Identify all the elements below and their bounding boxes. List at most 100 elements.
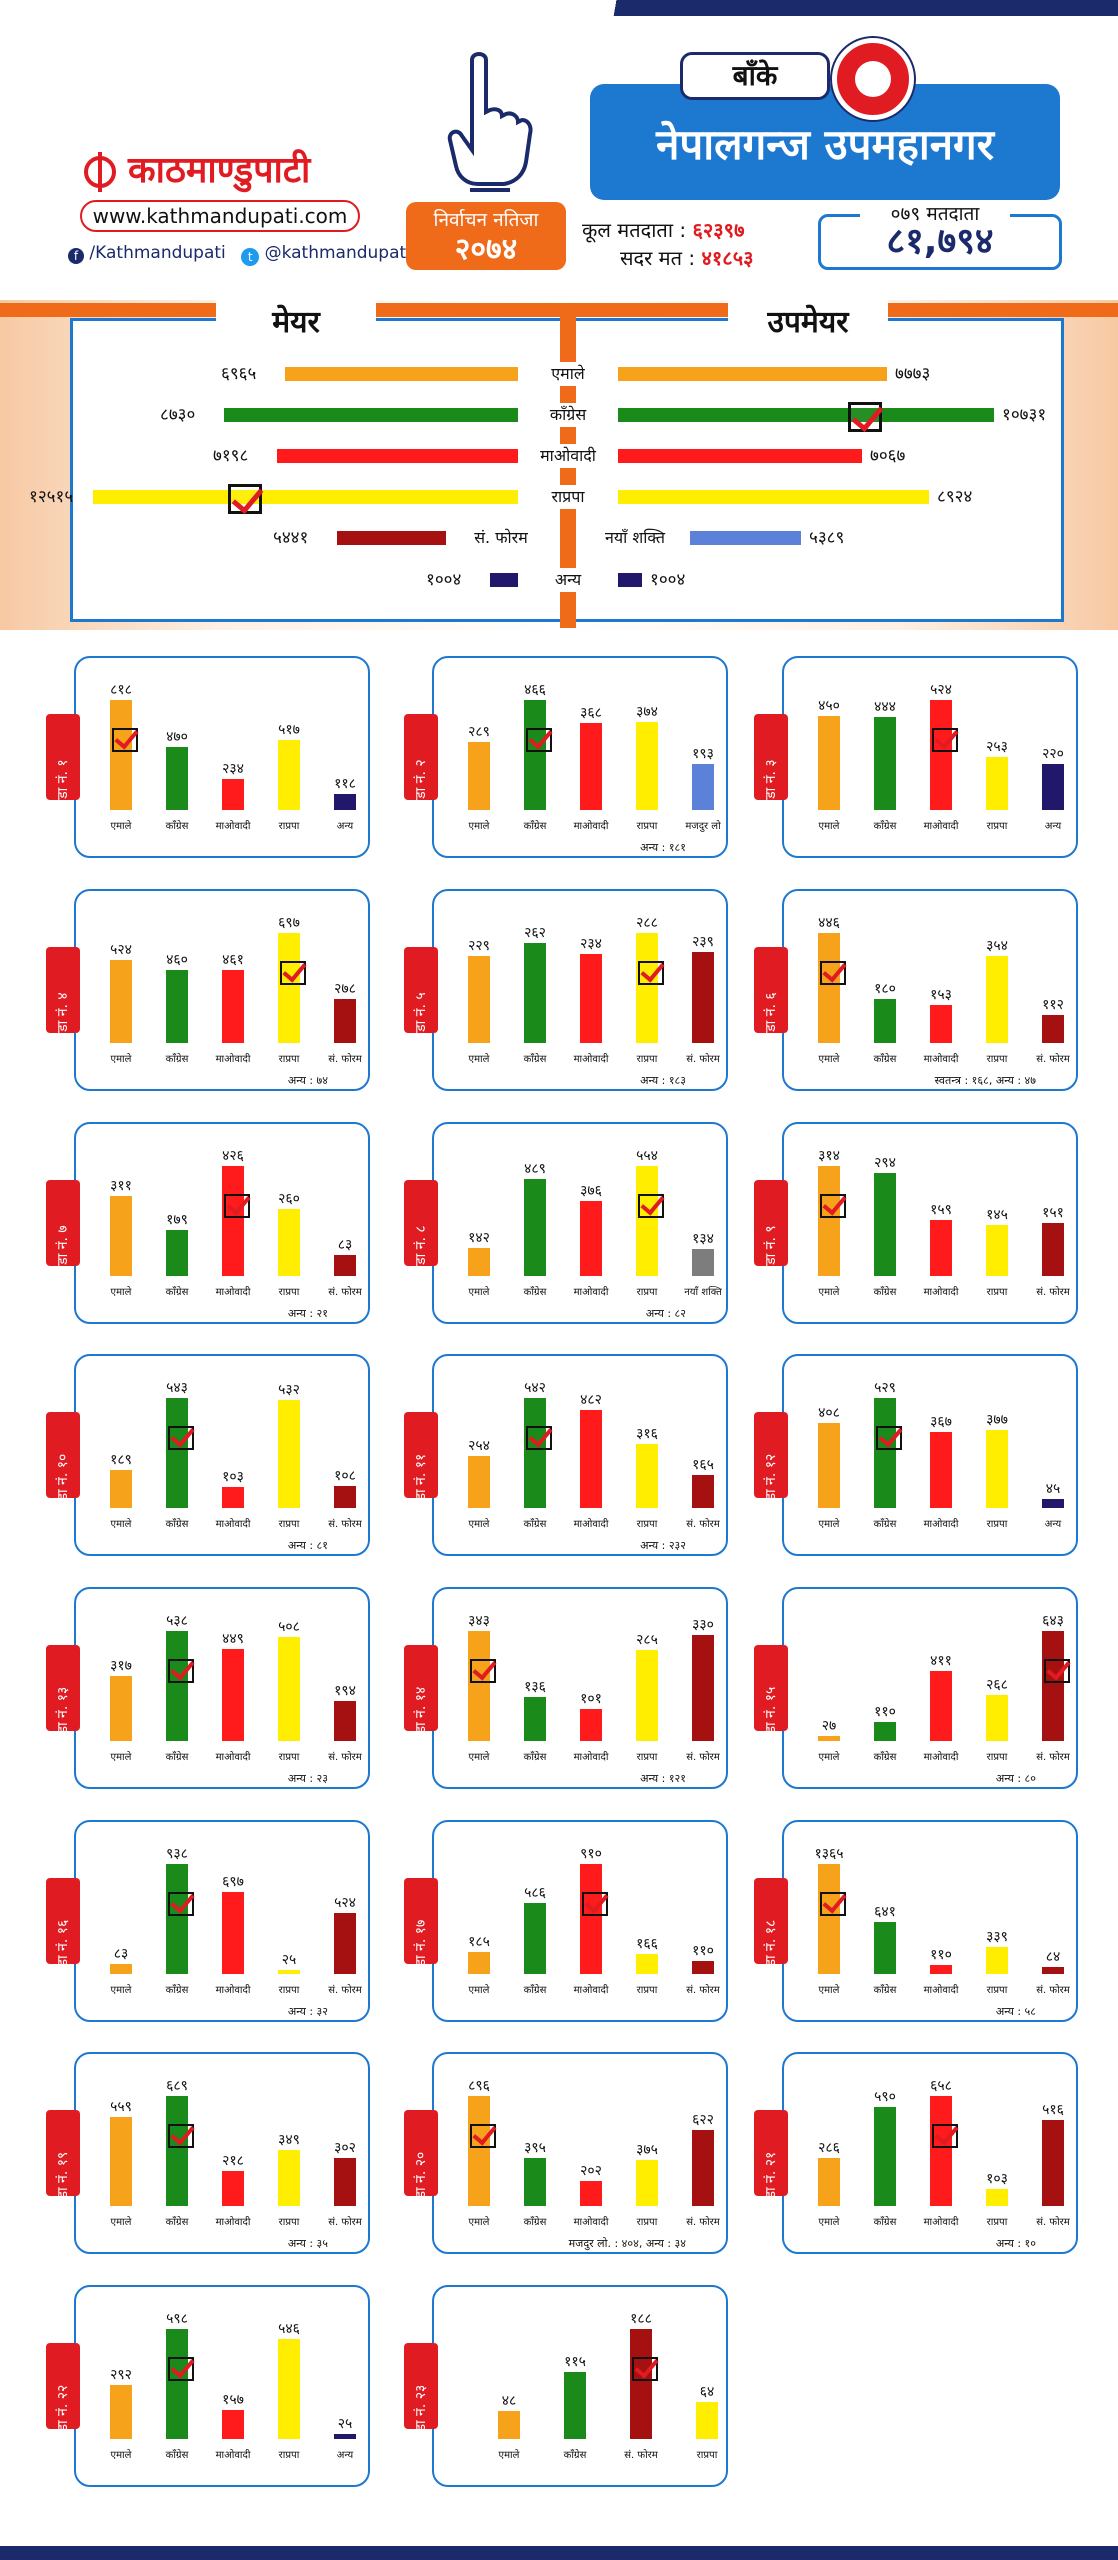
logo: काठमाण्डुपाटी bbox=[80, 148, 360, 198]
ward-14-bar-3 bbox=[636, 1650, 658, 1741]
ward-9-value-3: १४५ bbox=[986, 1207, 1008, 1223]
ward-20-note: मजदुर लो. : ४०४, अन्य : ३४ bbox=[568, 2237, 686, 2250]
ward-13-bar-0 bbox=[110, 1676, 132, 1741]
ward-20-xlabel-0: एमाले bbox=[468, 2217, 490, 2228]
ward-1-xlabel-4: अन्य bbox=[336, 821, 354, 832]
ward-3-xlabel-0: एमाले bbox=[818, 821, 840, 832]
ward-3-value-2: ५२४ bbox=[930, 682, 952, 698]
website-url[interactable]: www.kathmandupati.com bbox=[80, 200, 360, 232]
deputy-winner-check-icon bbox=[848, 402, 882, 432]
ward-21-xlabel-4: सं. फोरम bbox=[1036, 2217, 1070, 2228]
ward-title-15: वडा नं. १५ bbox=[763, 1686, 779, 1742]
ward-4-xlabel-2: माओवादी bbox=[215, 1054, 251, 1065]
ward-8-note: अन्य : ८२ bbox=[645, 1307, 686, 1320]
ward-6-bar-0 bbox=[818, 933, 840, 1043]
ward-title-9: वडा नं. ९ bbox=[763, 1225, 779, 1273]
ward-2-value-0: २८९ bbox=[468, 724, 490, 740]
ward-2-value-2: ३६८ bbox=[580, 705, 602, 721]
ward-21-value-3: १०३ bbox=[986, 2171, 1008, 2187]
ward-title-17: वडा नं. १७ bbox=[413, 1919, 429, 1975]
ward-11-xlabel-2: माओवादी bbox=[573, 1519, 609, 1530]
ward-21-bar-1 bbox=[874, 2107, 896, 2206]
ward-label-23: वडा नं. २३ bbox=[404, 2343, 438, 2439]
ward-18-note: अन्य : ५८ bbox=[995, 2005, 1036, 2018]
ward-11-bar-4 bbox=[692, 1475, 714, 1508]
ward-1-winner-check-icon bbox=[112, 728, 138, 752]
deputy-value-1: १०७३१ bbox=[1002, 405, 1047, 425]
ward-10-value-2: १०३ bbox=[222, 1469, 244, 1485]
ward-9-bar-1 bbox=[874, 1173, 896, 1276]
logo-icon bbox=[84, 152, 116, 192]
ward-10-xlabel-0: एमाले bbox=[110, 1519, 132, 1530]
ward-10-value-1: ५४३ bbox=[166, 1380, 188, 1396]
ward-22-winner-check-icon bbox=[168, 2357, 194, 2381]
ward-label-9: वडा नं. ९ bbox=[754, 1180, 788, 1273]
ward-4-value-3: ६९७ bbox=[278, 915, 300, 931]
bottom-band bbox=[0, 2546, 1118, 2560]
ward-4-note: अन्य : ७४ bbox=[287, 1074, 328, 1087]
ward-7-value-3: २६० bbox=[278, 1191, 300, 1207]
ward-23-bar-0 bbox=[498, 2411, 520, 2439]
ward-19-bar-3 bbox=[278, 2150, 300, 2206]
ward-22-xlabel-4: अन्य bbox=[336, 2450, 354, 2461]
ward-12-value-0: ४०८ bbox=[818, 1405, 840, 1421]
ward-4-bar-0 bbox=[110, 960, 132, 1043]
ward-21-xlabel-2: माओवादी bbox=[923, 2217, 959, 2228]
mayor-value-3: १२५१५ bbox=[29, 487, 74, 507]
ward-12-bar-1 bbox=[874, 1398, 896, 1508]
election-year: २०७४ bbox=[454, 232, 518, 267]
deputy-bar-0 bbox=[606, 367, 887, 381]
ward-19-bar-1 bbox=[166, 2096, 188, 2206]
ward-17-value-2: ९१० bbox=[580, 1846, 602, 1862]
ward-4-xlabel-0: एमाले bbox=[110, 1054, 132, 1065]
ward-title-23: वडा नं. २३ bbox=[413, 2384, 429, 2440]
ward-14-bar-4 bbox=[692, 1635, 714, 1741]
party-label-5: अन्य bbox=[518, 568, 618, 592]
ward-15-value-2: ४११ bbox=[930, 1653, 952, 1669]
ward-5-bar-4 bbox=[692, 952, 714, 1043]
party-label-0: एमाले bbox=[518, 362, 618, 386]
twitter-icon: t bbox=[241, 248, 260, 266]
ward-5-bar-1 bbox=[524, 943, 546, 1043]
ward-17-xlabel-4: सं. फोरम bbox=[686, 1985, 720, 1996]
ward-2-bar-3 bbox=[636, 722, 658, 810]
ward-18-value-1: ६४१ bbox=[874, 1904, 896, 1920]
ward-5-winner-check-icon bbox=[638, 961, 664, 985]
ward-5-xlabel-0: एमाले bbox=[468, 1054, 490, 1065]
social-links: f /Kathmandupati t @kathmandupati1 bbox=[68, 243, 448, 267]
ward-1-bar-0 bbox=[110, 700, 132, 810]
mayor-value-0: ६९६५ bbox=[221, 364, 257, 384]
deputy-mayor-heading: उपमेयर bbox=[728, 300, 888, 346]
ward-12-bar-0 bbox=[818, 1423, 840, 1508]
ward-9-xlabel-0: एमाले bbox=[818, 1287, 840, 1298]
ward-17-bar-1 bbox=[524, 1903, 546, 1974]
twitter-handle[interactable]: @kathmandupati1 bbox=[264, 243, 422, 263]
ward-23-bar-1 bbox=[564, 2372, 586, 2439]
ward-20-value-0: ८९६ bbox=[468, 2078, 490, 2094]
mayor-heading: मेयर bbox=[216, 300, 376, 346]
ward-6-value-0: ४४६ bbox=[818, 915, 840, 931]
ward-title-18: वडा नं. १८ bbox=[763, 1919, 779, 1975]
ward-19-value-2: २१८ bbox=[222, 2153, 244, 2169]
ward-1-value-1: ४७० bbox=[166, 729, 188, 745]
facebook-handle[interactable]: /Kathmandupati bbox=[89, 243, 226, 263]
ward-card-7: वडा नं. ७ ३११ एमाले १७९ काँग्रेस ४२६ माओवादी २६… bbox=[46, 1122, 370, 1324]
party-label-1: काँग्रेस bbox=[518, 403, 618, 427]
voting-finger-icon bbox=[447, 52, 533, 192]
ward-3-winner-check-icon bbox=[932, 728, 958, 752]
ward-4-value-0: ५२४ bbox=[110, 942, 132, 958]
ward-15-xlabel-2: माओवादी bbox=[923, 1752, 959, 1763]
ward-20-xlabel-4: सं. फोरम bbox=[686, 2217, 720, 2228]
ward-22-value-0: २९२ bbox=[110, 2367, 132, 2383]
ward-14-xlabel-2: माओवादी bbox=[573, 1752, 609, 1763]
deputy-value-3: ८९२४ bbox=[937, 487, 973, 507]
ward-4-bar-1 bbox=[166, 970, 188, 1043]
ward-card-12: वडा नं. १२ ४०८ एमाले ५२९ काँग्रेस ३६७ माओवादी ३… bbox=[754, 1354, 1078, 1556]
ward-22-value-4: २५ bbox=[337, 2416, 353, 2432]
ward-4-bar-3 bbox=[278, 933, 300, 1043]
ward-13-xlabel-1: काँग्रेस bbox=[165, 1752, 189, 1763]
ward-13-value-3: ५०८ bbox=[278, 1619, 300, 1635]
deputy-value-2: ७०६७ bbox=[870, 446, 906, 466]
mayor-value-5: १००४ bbox=[426, 570, 462, 590]
ward-8-value-0: १४२ bbox=[468, 1230, 490, 1246]
